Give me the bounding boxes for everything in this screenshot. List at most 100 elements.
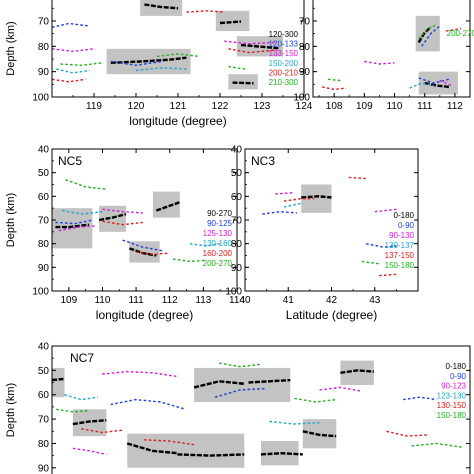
y-tick-label: 70	[38, 16, 50, 27]
y-tick-label: 40	[38, 145, 50, 156]
series-line	[52, 22, 90, 28]
series-line	[418, 77, 450, 84]
legend-entry: 0-90	[450, 372, 467, 381]
legend-entry: 0-90	[398, 221, 415, 230]
legend-entry: 130-137	[385, 241, 415, 250]
y-axis-label: Depth (km)	[5, 21, 17, 75]
series-line	[248, 378, 291, 384]
plot-area	[52, 360, 462, 468]
y-tick-label: 100	[225, 287, 242, 298]
series-line	[386, 430, 429, 437]
series-line	[411, 442, 462, 448]
uncertainty-box	[215, 10, 250, 32]
legend-entry: 0-180	[394, 211, 415, 220]
y-axis-label: Depth (km)	[5, 383, 17, 437]
y-tick-label: 50	[38, 168, 50, 179]
series-line	[364, 60, 395, 65]
y-tick-label: 90	[299, 67, 311, 78]
x-tick-label: 111	[417, 101, 433, 112]
series-line	[61, 209, 103, 215]
y-tick-label: 50	[231, 168, 243, 179]
y-tick-label: 40	[231, 145, 243, 156]
series-line	[52, 48, 95, 53]
series-line	[52, 78, 86, 83]
series-line	[409, 82, 434, 89]
series-line	[262, 210, 297, 215]
series-line	[110, 56, 187, 64]
series-line	[275, 192, 293, 195]
series-line	[403, 396, 437, 401]
y-tick-label: 90	[38, 67, 50, 78]
legend-entry: 200-210	[269, 68, 299, 77]
x-tick-label: 112	[162, 295, 178, 306]
legend-entry: 123-130	[437, 391, 467, 400]
y-tick-label: 70	[299, 16, 311, 27]
x-tick-label: 119	[86, 101, 102, 112]
series-line	[122, 239, 164, 252]
x-tick-label: 122	[212, 101, 229, 112]
x-axis-label: Latitude (degree)	[286, 308, 377, 322]
axes-frame	[51, 345, 471, 474]
series-line	[156, 53, 200, 58]
legend-entry: 0-180	[446, 362, 467, 371]
x-tick-label: 109	[60, 295, 77, 306]
series-line	[193, 380, 245, 389]
series-line	[348, 176, 367, 180]
legend-entry: 125-130	[203, 229, 233, 238]
series-line	[240, 43, 279, 50]
x-tick-label: 110	[94, 295, 110, 306]
uncertainty-box	[301, 184, 332, 213]
uncertainty-box	[52, 367, 65, 398]
legend-entry: 137-150	[385, 251, 415, 260]
x-tick-label: 40	[239, 295, 251, 306]
y-tick-label: 90	[231, 263, 243, 274]
series-line	[214, 387, 266, 398]
legend-entry: 150-200	[269, 59, 299, 68]
panel-top-left: 60 70 80 90 100 119 120 121 122 123 124 longitude (…	[5, 0, 313, 128]
series-line	[126, 442, 178, 455]
legend-entry: 160-200	[203, 249, 233, 258]
uncertainty-box	[418, 71, 458, 95]
y-tick-label: 60	[38, 0, 50, 2]
series-line	[72, 447, 107, 456]
series-line	[65, 179, 106, 190]
y-tick-label: 70	[38, 415, 50, 426]
x-tick-label: 114	[229, 295, 245, 306]
series-line	[143, 439, 195, 446]
series-line	[328, 78, 341, 82]
legend-entry: 90-130	[389, 231, 414, 240]
series-line	[186, 10, 225, 13]
x-tick-label: 123	[254, 101, 271, 112]
legend-entry: 120-300	[269, 30, 299, 39]
y-tick-label: 80	[38, 239, 50, 250]
legend-entry: 130-150	[437, 401, 467, 410]
plot-area	[262, 176, 397, 277]
series-line	[173, 258, 207, 263]
series-line	[361, 260, 380, 265]
series-line	[301, 195, 332, 199]
uncertainty-box	[194, 367, 291, 403]
series-line	[374, 208, 397, 213]
series-line	[52, 377, 65, 382]
panel-title: NC3	[251, 154, 275, 168]
uncertainty-box	[129, 241, 160, 263]
uncertainty-box	[340, 360, 374, 385]
series-line	[232, 81, 254, 85]
panel-title: NC7	[70, 351, 94, 365]
y-tick-label: 80	[38, 439, 50, 450]
series-line	[219, 362, 262, 368]
series-line	[283, 202, 302, 208]
series-line	[55, 223, 90, 229]
x-tick-label: 113	[195, 295, 211, 306]
series-line	[58, 225, 96, 232]
series-line	[379, 273, 397, 277]
series-line	[294, 397, 337, 403]
series-line	[60, 62, 103, 67]
legend-entry: 200-270	[203, 259, 233, 268]
legend-entry: 150-180	[385, 261, 415, 270]
y-tick-label: 50	[38, 366, 50, 377]
series-line	[102, 370, 178, 378]
legend-entry: 130-160	[203, 239, 233, 248]
y-tick-label: 40	[38, 342, 50, 353]
series-line	[228, 65, 246, 70]
